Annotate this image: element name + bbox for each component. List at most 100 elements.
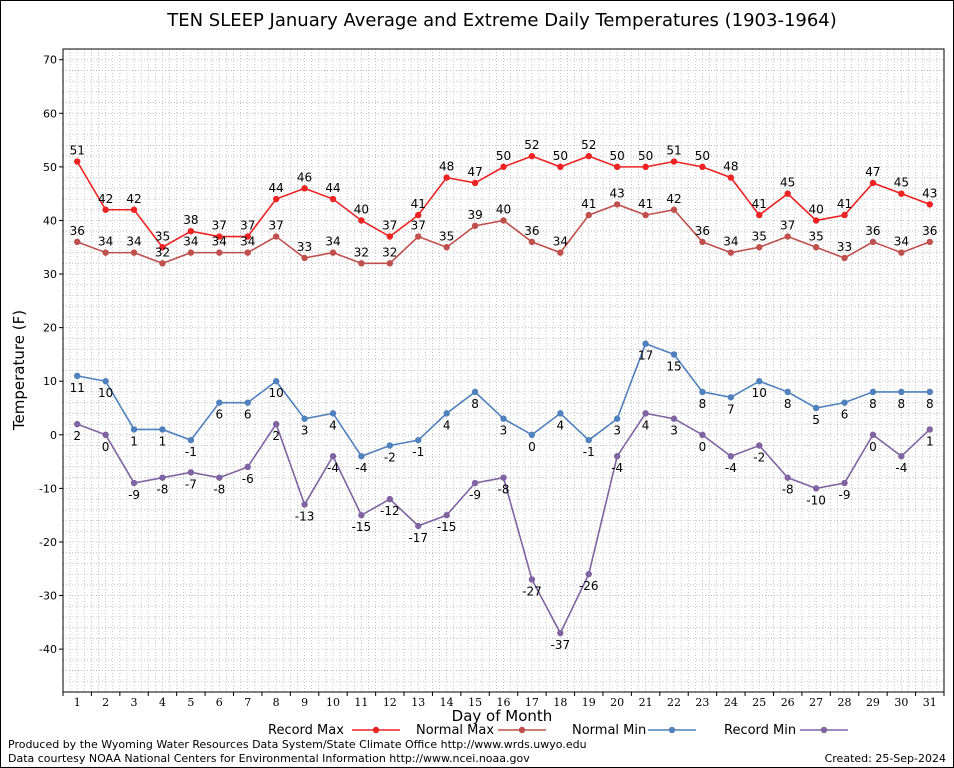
- data-point-record-max: [130, 206, 138, 213]
- data-point-normal-min: [841, 399, 848, 406]
- data-label-normal-max: 37: [780, 219, 795, 233]
- data-label-normal-max: 36: [922, 224, 937, 238]
- data-point-record-min: [187, 469, 195, 476]
- x-tick-label: 10: [326, 696, 340, 709]
- data-point-normal-min: [301, 415, 308, 422]
- data-point-record-min: [358, 511, 365, 519]
- data-label-record-max: 41: [752, 197, 767, 211]
- data-label-record-min: -8: [156, 483, 168, 497]
- data-label-record-max: 40: [354, 202, 369, 216]
- data-point-normal-min: [926, 388, 933, 396]
- y-tick-label: 10: [43, 375, 57, 388]
- data-label-record-min: 2: [73, 429, 81, 443]
- data-point-normal-max: [642, 211, 649, 219]
- data-label-record-max: 47: [467, 165, 482, 179]
- x-tick-label: 21: [639, 696, 653, 709]
- data-point-record-min: [244, 463, 251, 471]
- x-tick-label: 9: [301, 696, 308, 709]
- data-label-record-max: 35: [155, 229, 170, 243]
- data-label-normal-max: 33: [837, 240, 852, 254]
- data-point-record-min: [500, 474, 507, 481]
- data-point-record-min: [329, 453, 337, 460]
- data-label-normal-max: 37: [269, 219, 284, 233]
- data-point-normal-min: [898, 388, 905, 396]
- data-label-normal-max: 34: [553, 235, 568, 249]
- x-tick-label: 12: [383, 696, 397, 709]
- data-label-record-max: 50: [638, 149, 653, 163]
- data-point-record-max: [784, 190, 791, 197]
- data-label-normal-min: 10: [98, 386, 113, 400]
- data-label-record-min: -9: [128, 488, 140, 502]
- data-point-record-max: [528, 152, 536, 160]
- data-point-normal-max: [670, 206, 678, 213]
- data-point-normal-max: [471, 222, 479, 230]
- data-point-record-min: [386, 495, 394, 503]
- legend-item-record-max: Record Max: [268, 723, 400, 738]
- data-point-record-max: [841, 211, 848, 219]
- data-point-normal-max: [699, 238, 706, 246]
- data-label-normal-min: -1: [185, 445, 197, 459]
- data-point-record-min: [756, 442, 763, 449]
- footer-produced-by: Produced by the Wyoming Water Resources …: [8, 738, 587, 751]
- data-label-normal-max: 35: [808, 229, 823, 243]
- data-label-record-max: 37: [240, 219, 255, 233]
- data-label-record-min: -4: [611, 461, 623, 475]
- x-tick-label: 16: [497, 696, 511, 709]
- x-tick-label: 27: [809, 696, 823, 709]
- data-point-record-max: [812, 217, 820, 224]
- x-tick-label: 7: [244, 696, 251, 709]
- data-point-record-max: [585, 152, 592, 160]
- data-label-normal-max: 35: [752, 229, 767, 243]
- data-point-normal-max: [216, 249, 223, 256]
- data-point-normal-max: [812, 244, 820, 251]
- data-label-record-max: 52: [524, 138, 539, 152]
- data-label-record-max: 45: [780, 176, 795, 190]
- data-label-record-min: 0: [699, 440, 707, 454]
- data-point-record-max: [244, 233, 251, 240]
- data-label-record-min: -26: [579, 579, 599, 593]
- data-label-normal-min: 17: [638, 349, 653, 363]
- y-tick-label: 70: [43, 54, 57, 67]
- data-point-record-max: [670, 158, 678, 165]
- data-point-normal-min: [585, 436, 592, 444]
- data-label-normal-max: 32: [155, 245, 170, 259]
- data-label-record-min: -15: [352, 520, 372, 534]
- x-tick-label: 5: [187, 696, 194, 709]
- data-point-record-max: [500, 163, 507, 171]
- legend-label: Normal Min: [572, 723, 646, 738]
- data-label-normal-min: 3: [613, 424, 621, 438]
- x-tick-label: 17: [525, 696, 539, 709]
- x-tick-label: 25: [752, 696, 766, 709]
- data-point-normal-max: [301, 254, 308, 262]
- data-point-record-min: [443, 511, 450, 519]
- data-label-record-min: 4: [642, 418, 650, 432]
- x-tick-label: 11: [354, 696, 368, 709]
- data-label-record-min: -27: [522, 584, 542, 598]
- data-label-record-max: 52: [581, 138, 596, 152]
- data-point-normal-max: [130, 249, 138, 256]
- x-tick-label: 20: [610, 696, 624, 709]
- data-label-normal-min: 4: [329, 418, 337, 432]
- data-label-normal-max: 34: [126, 235, 141, 249]
- data-point-record-max: [727, 174, 735, 181]
- data-label-record-min: -10: [806, 493, 826, 507]
- data-point-normal-max: [841, 254, 848, 262]
- x-tick-label: 8: [273, 696, 280, 709]
- data-point-normal-min: [642, 340, 649, 347]
- data-label-record-max: 51: [70, 144, 85, 158]
- data-label-record-max: 42: [126, 192, 141, 206]
- y-axis-label: Temperature (F): [10, 310, 28, 431]
- data-point-normal-min: [358, 453, 365, 460]
- data-label-record-min: -8: [498, 483, 510, 497]
- data-label-record-min: -9: [839, 488, 851, 502]
- data-point-normal-max: [244, 249, 251, 256]
- data-label-normal-min: -4: [355, 461, 367, 475]
- data-point-record-max: [301, 185, 308, 192]
- data-label-normal-min: 6: [244, 408, 252, 422]
- data-point-normal-min: [699, 388, 706, 396]
- data-label-normal-min: 8: [869, 397, 877, 411]
- data-point-normal-max: [898, 249, 905, 256]
- data-label-record-max: 37: [212, 219, 227, 233]
